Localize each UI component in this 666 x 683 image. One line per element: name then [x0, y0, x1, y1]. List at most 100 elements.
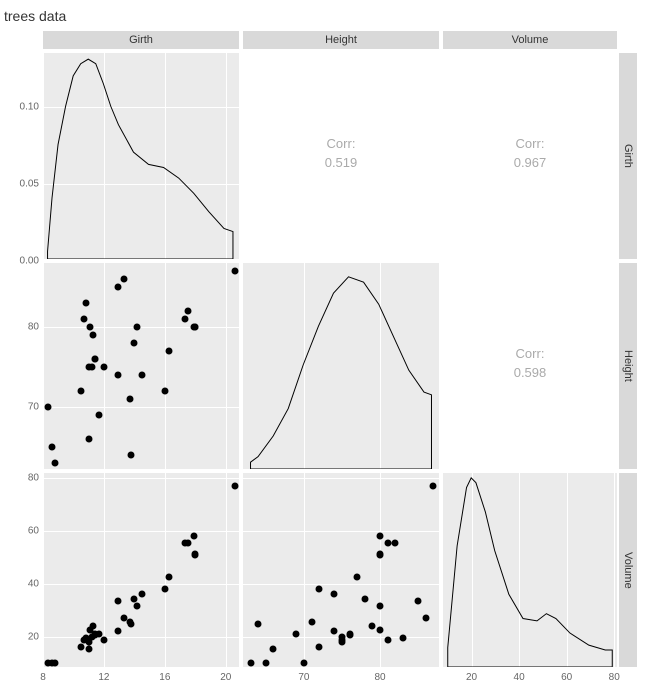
ytick-label: 0.00	[5, 256, 39, 267]
scatter-point	[192, 324, 199, 331]
scatter-point	[231, 268, 238, 275]
scatter-point	[247, 660, 254, 667]
scatter-point	[192, 552, 199, 559]
panel-height-height	[242, 262, 440, 470]
ytick-label: 40	[5, 579, 39, 590]
scatter-point	[85, 645, 92, 652]
scatter-point	[134, 324, 141, 331]
col-strip-height: Height	[242, 30, 440, 50]
scatter-point	[422, 614, 429, 621]
xtick-label: 20	[220, 672, 231, 683]
scatter-point	[316, 585, 323, 592]
panel-volume-volume: 20406080	[442, 472, 618, 668]
scatter-point	[90, 623, 97, 630]
scatter-point	[392, 539, 399, 546]
panel-girth-volume: Corr:0.967	[442, 52, 618, 260]
scatter-point	[100, 364, 107, 371]
scatter-point	[49, 444, 56, 451]
xtick-label: 12	[98, 672, 109, 683]
panel-girth-girth: 0.000.050.10	[42, 52, 240, 260]
scatter-point	[377, 603, 384, 610]
scatter-point	[293, 630, 300, 637]
scatter-point	[78, 388, 85, 395]
scatter-point	[231, 483, 238, 490]
scatter-point	[100, 636, 107, 643]
scatter-point	[82, 300, 89, 307]
xtick-label: 70	[298, 672, 309, 683]
scatter-point	[134, 603, 141, 610]
scatter-point	[331, 628, 338, 635]
density-curve-girth	[43, 53, 239, 259]
scatter-point	[91, 356, 98, 363]
scatter-point	[131, 595, 138, 602]
corr-value: Corr:0.598	[443, 345, 617, 381]
scatter-point	[415, 597, 422, 604]
scatter-point	[377, 552, 384, 559]
scatter-point	[190, 532, 197, 539]
scatter-point	[377, 532, 384, 539]
xtick-label: 80	[375, 672, 386, 683]
scatter-point	[384, 637, 391, 644]
xtick-label: 8	[40, 672, 46, 683]
corr-value: Corr:0.519	[243, 135, 439, 171]
scatter-point	[361, 595, 368, 602]
scatter-point	[339, 636, 346, 643]
scatter-point	[139, 591, 146, 598]
scatter-point	[399, 635, 406, 642]
corr-value: Corr:0.967	[443, 135, 617, 171]
scatter-point	[316, 643, 323, 650]
scatter-point	[308, 619, 315, 626]
row-strip-girth: Girth	[618, 52, 638, 260]
scatter-point	[181, 316, 188, 323]
col-strip-volume: Volume	[442, 30, 618, 50]
ytick-label: 60	[5, 526, 39, 537]
scatter-point	[52, 660, 59, 667]
scatter-point	[384, 540, 391, 547]
scatter-point	[262, 659, 269, 666]
ytick-label: 70	[5, 402, 39, 413]
scatter-point	[331, 591, 338, 598]
scatter-point	[96, 412, 103, 419]
ytick-label: 80	[5, 322, 39, 333]
scatter-point	[128, 452, 135, 459]
scatter-point	[184, 308, 191, 315]
scatter-point	[166, 348, 173, 355]
xtick-label: 20	[466, 672, 477, 683]
scatter-point	[114, 597, 121, 604]
xtick-label: 16	[159, 672, 170, 683]
scatter-point	[161, 585, 168, 592]
panel-height-girth: 7080	[42, 262, 240, 470]
scatter-point	[120, 276, 127, 283]
row-strip-height: Height	[618, 262, 638, 470]
scatter-point	[78, 643, 85, 650]
row-strip-volume: Volume	[618, 472, 638, 668]
panel-height-volume: Corr:0.598	[442, 262, 618, 470]
scatter-point	[44, 404, 51, 411]
col-strip-girth: Girth	[42, 30, 240, 50]
scatter-point	[85, 436, 92, 443]
scatter-point	[126, 396, 133, 403]
panel-volume-height: 7080	[242, 472, 440, 668]
scatter-point	[166, 574, 173, 581]
panel-girth-height: Corr:0.519	[242, 52, 440, 260]
scatter-point	[114, 372, 121, 379]
scatter-point	[90, 332, 97, 339]
scatter-point	[184, 539, 191, 546]
scatter-point	[114, 284, 121, 291]
scatter-point	[131, 340, 138, 347]
scatter-point	[354, 574, 361, 581]
ytick-label: 0.05	[5, 178, 39, 189]
scatter-point	[300, 659, 307, 666]
density-curve-height	[243, 263, 439, 469]
xtick-label: 40	[514, 672, 525, 683]
density-curve-volume	[443, 473, 617, 667]
scatter-point	[369, 623, 376, 630]
ytick-label: 80	[5, 473, 39, 484]
scatter-point	[114, 628, 121, 635]
scatter-point	[52, 460, 59, 467]
pairs-matrix: GirthHeightVolumeGirthHeightVolume0.000.…	[42, 30, 638, 670]
scatter-point	[139, 372, 146, 379]
xtick-label: 60	[561, 672, 572, 683]
ytick-label: 20	[5, 632, 39, 643]
panel-volume-girth: 204060808121620	[42, 472, 240, 668]
